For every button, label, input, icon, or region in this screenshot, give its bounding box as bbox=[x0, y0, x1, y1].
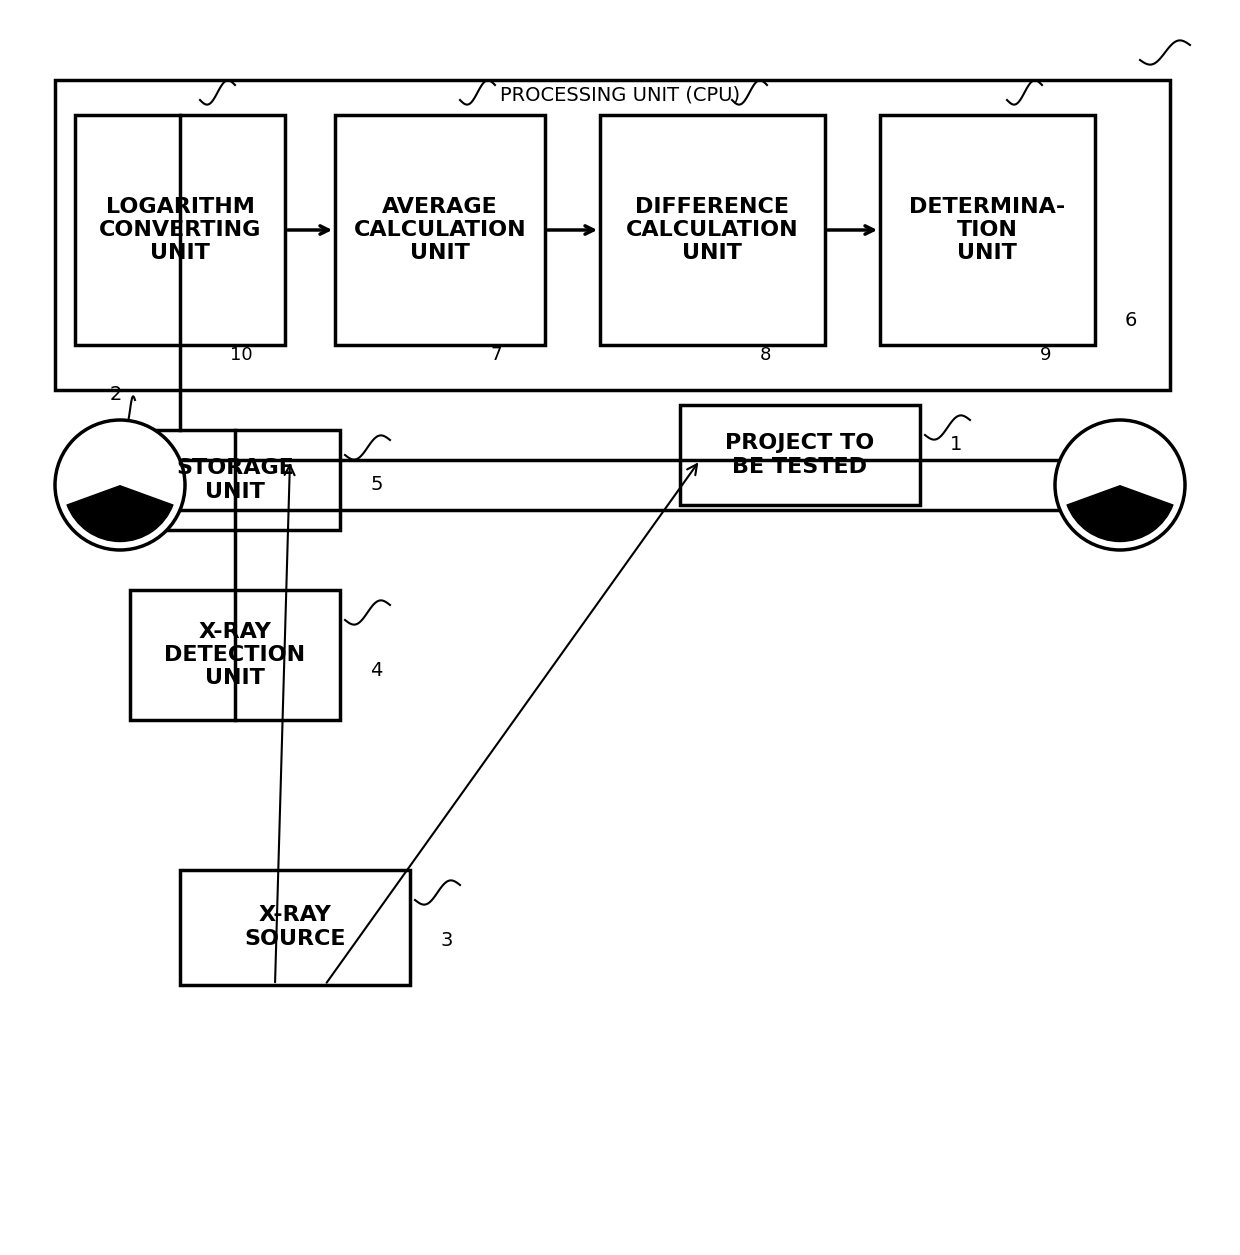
Bar bbox=[130, 590, 340, 720]
Text: DIFFERENCE
CALCULATION
UNIT: DIFFERENCE CALCULATION UNIT bbox=[626, 197, 799, 264]
Text: DETERMINA-
TION
UNIT: DETERMINA- TION UNIT bbox=[909, 197, 1065, 264]
Text: 9: 9 bbox=[1040, 346, 1052, 364]
Text: 10: 10 bbox=[229, 346, 253, 364]
Text: X-RAY
DETECTION
UNIT: X-RAY DETECTION UNIT bbox=[165, 621, 305, 688]
Text: PROCESSING UNIT (CPU): PROCESSING UNIT (CPU) bbox=[500, 85, 740, 104]
Text: 4: 4 bbox=[370, 660, 382, 679]
Text: 1: 1 bbox=[950, 435, 962, 454]
Circle shape bbox=[55, 420, 185, 550]
Text: 2: 2 bbox=[110, 385, 123, 404]
Bar bbox=[880, 115, 1095, 345]
Text: PROJECT TO
BE TESTED: PROJECT TO BE TESTED bbox=[725, 433, 874, 477]
Text: 7: 7 bbox=[490, 346, 501, 364]
Text: 5: 5 bbox=[370, 476, 382, 494]
Bar bbox=[680, 405, 920, 505]
Text: AVERAGE
CALCULATION
UNIT: AVERAGE CALCULATION UNIT bbox=[353, 197, 526, 264]
Wedge shape bbox=[66, 484, 174, 542]
Text: X-RAY
SOURCE: X-RAY SOURCE bbox=[244, 905, 346, 949]
Circle shape bbox=[1055, 420, 1185, 550]
Wedge shape bbox=[1066, 484, 1174, 542]
Text: 6: 6 bbox=[1125, 310, 1137, 330]
Bar bbox=[74, 115, 285, 345]
Bar bbox=[130, 430, 340, 530]
Text: STORAGE
UNIT: STORAGE UNIT bbox=[176, 458, 294, 502]
Bar bbox=[55, 80, 1171, 390]
Text: 8: 8 bbox=[760, 346, 771, 364]
Bar bbox=[180, 870, 410, 985]
Bar bbox=[600, 115, 825, 345]
Bar bbox=[335, 115, 546, 345]
Text: LOGARITHM
CONVERTING
UNIT: LOGARITHM CONVERTING UNIT bbox=[99, 197, 262, 264]
Text: 3: 3 bbox=[440, 930, 453, 950]
